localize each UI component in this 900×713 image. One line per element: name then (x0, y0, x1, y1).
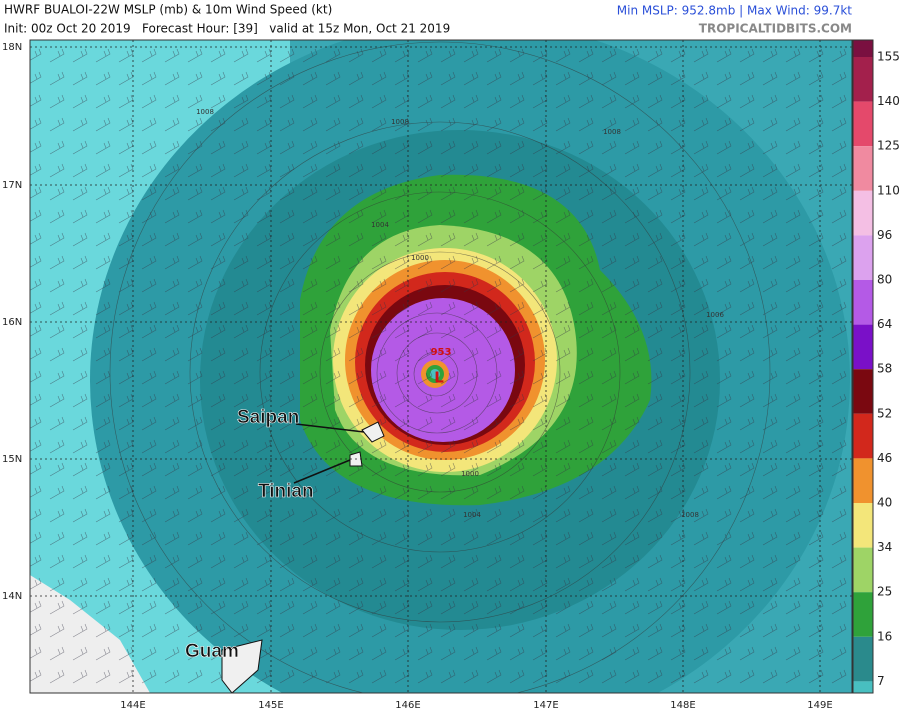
lon-label: 147E (533, 700, 558, 711)
colorbar-swatch (853, 190, 873, 236)
islands (221, 421, 385, 693)
stats: Min MSLP: 952.8mb | Max Wind: 99.7kt (617, 4, 852, 18)
colorbar-label: 64 (877, 317, 892, 331)
contour-label: 1008 (196, 108, 214, 116)
contour-label: 1006 (706, 311, 724, 319)
colorbar-swatch (853, 503, 873, 548)
title: HWRF BUALOI-22W MSLP (mb) & 10m Wind Spe… (4, 3, 332, 17)
place-label: Saipan (237, 407, 299, 428)
colorbar-swatch (853, 636, 873, 682)
colorbar-top (853, 40, 873, 57)
wind-barbs (30, 40, 852, 693)
lon-label: 148E (670, 700, 695, 711)
lat-label: 14N (2, 591, 22, 602)
graticule (30, 40, 852, 693)
colorbar: 155 140 125 110 96 80 64 58 52 46 40 34 25 16 7 (852, 39, 900, 694)
colorbar-label: 25 (877, 585, 892, 599)
colorbar-label: 58 (877, 362, 892, 376)
colorbar-label: 52 (877, 406, 892, 420)
colorbar-label: 80 (877, 273, 892, 287)
lon-label: 146E (395, 700, 420, 711)
colorbar-swatch (853, 413, 873, 459)
lat-label: 15N (2, 454, 22, 465)
colorbar-swatch (853, 280, 873, 325)
colorbar-label: 40 (877, 496, 892, 510)
map-frame (29, 39, 853, 694)
colorbar-label: 96 (877, 228, 892, 242)
contour-label: 1008 (603, 128, 621, 136)
contour-label: 953 (431, 347, 452, 358)
contour-label: 1004 (371, 221, 389, 229)
labels: 18N 17N 16N 15N 14N 144E 145E 146E 147E 148E 149E S… (2, 42, 833, 711)
colorbar-label: 140 (877, 94, 900, 108)
colorbar-label: 46 (877, 451, 892, 465)
lon-label: 149E (807, 700, 832, 711)
colorbar-swatch (853, 592, 873, 637)
contour-label: 1008 (681, 511, 699, 519)
colorbar-label: 16 (877, 629, 892, 643)
leader-lines (293, 423, 365, 484)
contour-label: 1000 (461, 470, 479, 478)
lat-label: 18N (2, 42, 22, 53)
low-marker: L (434, 369, 444, 387)
contour-label: 1004 (463, 511, 481, 519)
lon-label: 145E (258, 700, 283, 711)
colorbar-label: 7 (877, 674, 885, 688)
subtitle: Init: 00z Oct 20 2019 Forecast Hour: [39… (4, 22, 450, 36)
colorbar-label: 155 (877, 50, 900, 64)
colorbar-swatch (853, 547, 873, 593)
colorbar-swatch (853, 681, 873, 693)
colorbar-swatch (853, 235, 873, 280)
colorbar-swatch (853, 369, 873, 414)
colorbar-label: 110 (877, 183, 900, 197)
source: TROPICALTIDBITS.COM (699, 22, 852, 36)
colorbar-label: 125 (877, 139, 900, 153)
colorbar-swatch (853, 101, 873, 147)
contour-label: 1008 (391, 118, 409, 126)
place-label: Guam (185, 641, 239, 662)
colorbar-swatch (853, 458, 873, 503)
map-area (30, 40, 852, 693)
lat-label: 17N (2, 180, 22, 191)
colorbar-frame (852, 39, 874, 694)
colorbar-label: 34 (877, 540, 892, 554)
lon-label: 144E (120, 700, 145, 711)
place-label: Tinian (258, 481, 314, 502)
lat-label: 16N (2, 317, 22, 328)
colorbar-swatch (853, 146, 873, 191)
colorbar-swatch (853, 324, 873, 370)
colorbar-swatch (853, 57, 873, 102)
contour-label: 1000 (411, 254, 429, 262)
